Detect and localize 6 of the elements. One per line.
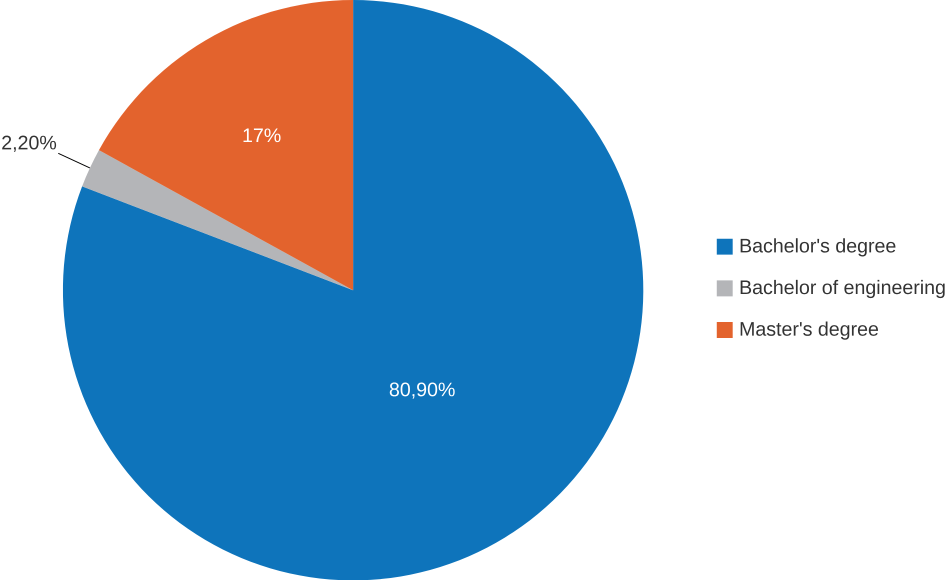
data-label: 2,20% xyxy=(2,135,56,152)
legend-label: Bachelor of engineering xyxy=(740,280,945,298)
legend-label: Bachelor's degree xyxy=(740,238,896,256)
data-label: 80,90% xyxy=(390,382,455,398)
data-label: 17% xyxy=(244,128,281,142)
legend-label: Master's degree xyxy=(740,321,878,340)
